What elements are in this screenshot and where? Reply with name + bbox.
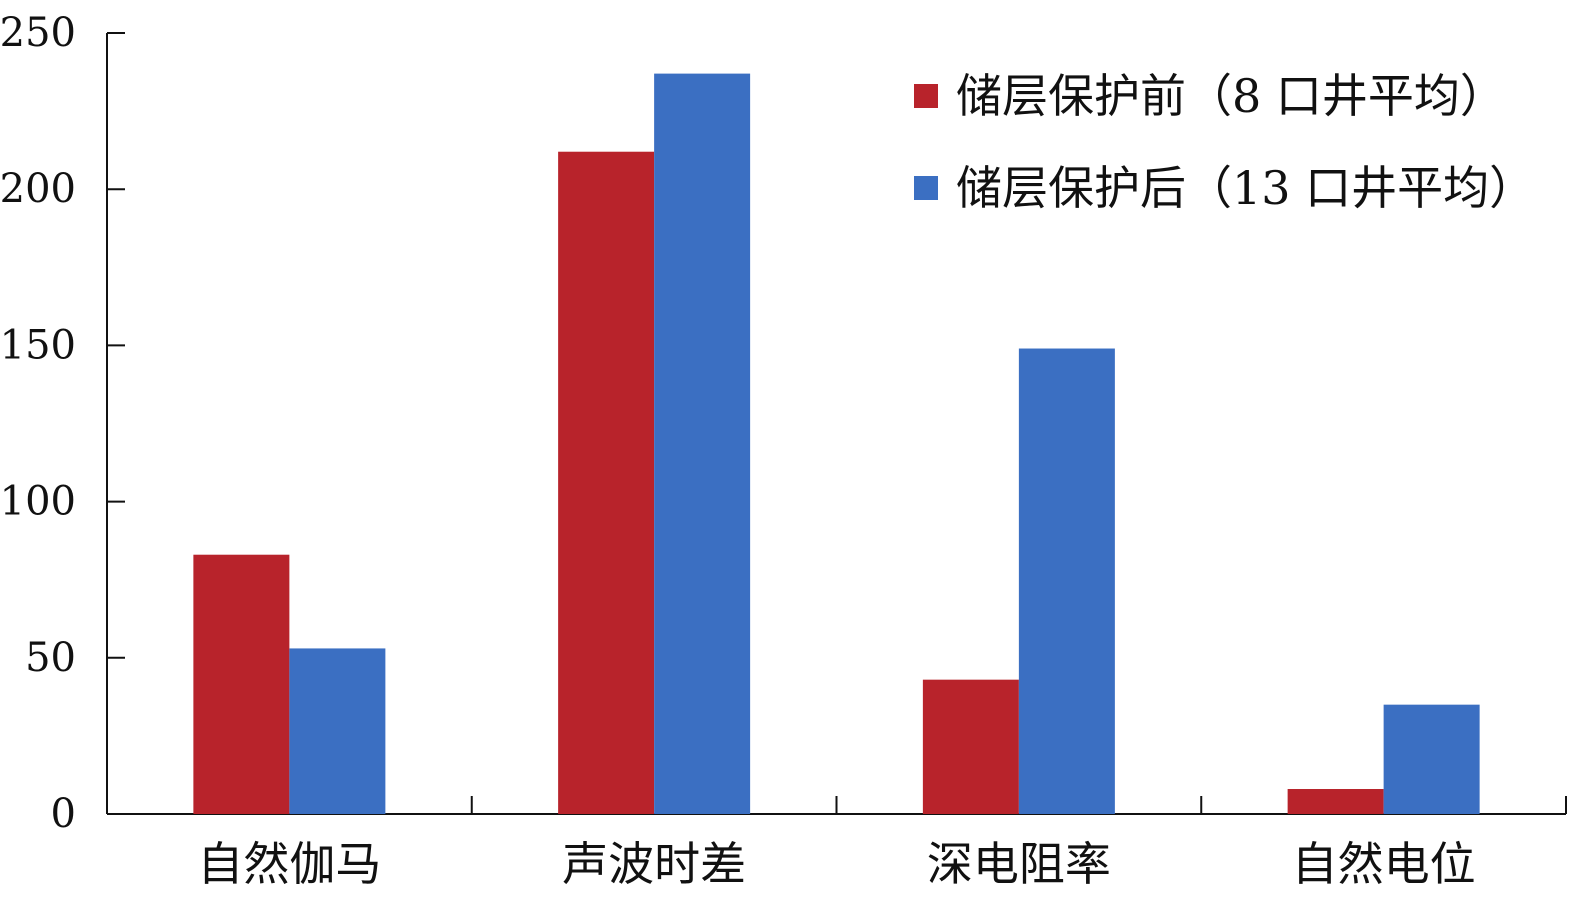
y-tick-label: 100 [0,479,76,525]
y-tick-label: 50 [25,635,76,681]
bar-after [1383,704,1480,814]
x-category-label: 深电阻率 [927,837,1111,891]
bar-after [1018,348,1115,814]
bar-before [558,151,655,814]
legend-label: 储层保护前（8 口井平均） [956,69,1506,123]
y-tick-label: 150 [0,322,76,368]
bar-before [922,679,1019,814]
bar-after [289,648,386,814]
y-tick-label: 0 [51,791,76,837]
y-tick-label: 250 [0,10,76,56]
legend-label: 储层保护后（13 口井平均） [956,161,1535,215]
bar-before [193,554,290,814]
bar-after [654,73,751,814]
x-category-label: 自然伽马 [197,837,381,891]
bar-before [1287,789,1384,814]
x-category-label: 声波时差 [562,837,746,891]
legend: 储层保护前（8 口井平均） 储层保护后（13 口井平均） [914,69,1535,215]
x-category-label: 自然电位 [1292,837,1476,891]
legend-swatch [914,84,938,108]
legend-swatch [914,176,938,200]
bars [193,73,1480,814]
labels: 0 50 100 150 200 250 自然伽马 声波时差 深电阻率 自然电位 [0,10,1476,891]
y-tick-label: 200 [0,166,76,212]
